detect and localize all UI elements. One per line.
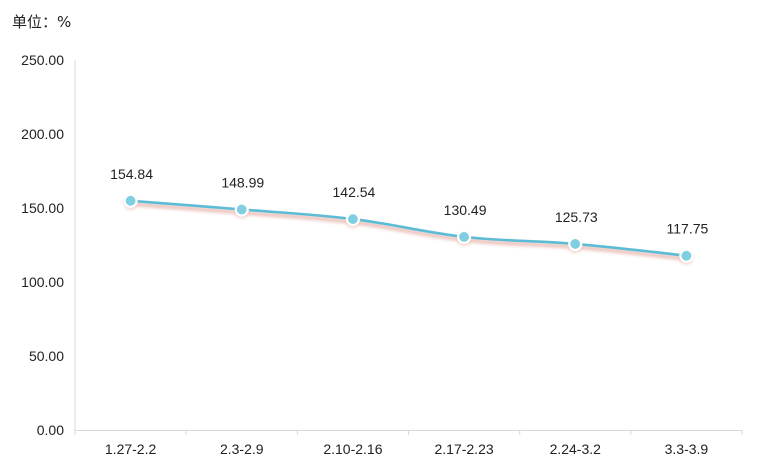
x-tick-label: 1.27-2.2 — [105, 441, 157, 457]
data-label: 154.84 — [110, 166, 153, 182]
x-tick-label: 3.3-3.9 — [665, 441, 709, 457]
data-label: 130.49 — [444, 202, 487, 218]
y-tick-label: 250.00 — [21, 52, 64, 68]
y-tick-label: 100.00 — [21, 274, 64, 290]
data-point[interactable] — [345, 211, 361, 227]
data-label: 125.73 — [555, 209, 598, 225]
y-axis: 0.00 50.00 100.00 150.00 200.00 250.00 — [21, 52, 76, 438]
y-tick-label: 150.00 — [21, 200, 64, 216]
series-line — [129, 199, 688, 258]
data-point[interactable] — [679, 248, 694, 263]
x-tick-label: 2.3-2.9 — [220, 441, 264, 457]
y-tick-label: 0.00 — [37, 422, 64, 438]
series-line-group — [129, 199, 688, 261]
data-point[interactable] — [123, 193, 138, 208]
data-labels: 154.84 148.99 142.54 130.49 125.73 117.75 — [110, 166, 708, 237]
data-point[interactable] — [456, 229, 472, 244]
data-markers — [123, 193, 694, 265]
x-tick-label: 2.10-2.16 — [323, 441, 382, 457]
x-tick-label: 2.17-2.23 — [434, 441, 493, 457]
data-point[interactable] — [568, 236, 583, 252]
y-tick-label: 200.00 — [21, 126, 64, 142]
x-axis: 1.27-2.2 2.3-2.9 2.10-2.16 2.17-2.23 2.24-3.… — [74, 430, 743, 457]
data-label: 148.99 — [221, 174, 264, 190]
data-label: 142.54 — [333, 184, 376, 200]
y-tick-label: 50.00 — [29, 348, 64, 364]
x-tick-label: 2.24-3.2 — [550, 441, 602, 457]
series-line-shadow — [130, 201, 687, 261]
data-point[interactable] — [234, 202, 249, 217]
unit-label: 单位：% — [12, 13, 72, 31]
data-label: 117.75 — [667, 221, 709, 237]
